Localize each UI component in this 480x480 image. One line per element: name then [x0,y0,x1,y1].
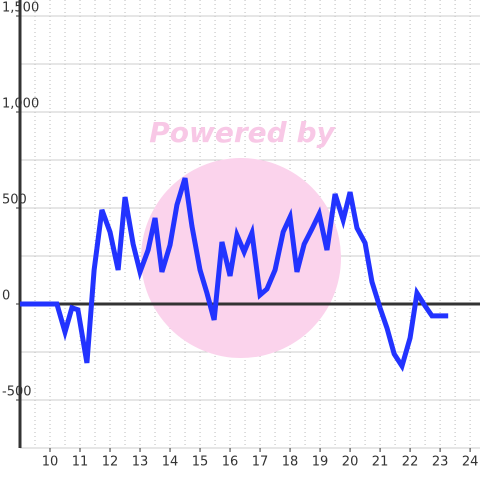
x-tick-label: 10 [42,455,59,470]
x-tick-label: 22 [402,455,419,470]
y-tick-label: 500 [2,193,27,208]
y-tick-label: 0 [2,289,10,304]
x-tick-label: 15 [192,455,209,470]
x-tick-label: 16 [222,455,239,470]
x-tick-label: 19 [312,455,329,470]
x-tick-label: 12 [102,455,119,470]
x-tick-label: 20 [342,455,359,470]
x-tick-label: 23 [432,455,449,470]
x-tick-label: 21 [372,455,389,470]
y-tick-label: -500 [2,385,32,400]
x-tick-label: 11 [72,455,89,470]
data-line [20,177,449,372]
x-tick-label: 18 [282,455,299,470]
x-tick-label: 14 [162,455,179,470]
x-tick-label: 13 [132,455,149,470]
x-tick-label: 17 [252,455,269,470]
watermark-logo [141,158,341,358]
x-tick-label: 24 [462,455,479,470]
watermark-text: Powered by [149,116,336,149]
